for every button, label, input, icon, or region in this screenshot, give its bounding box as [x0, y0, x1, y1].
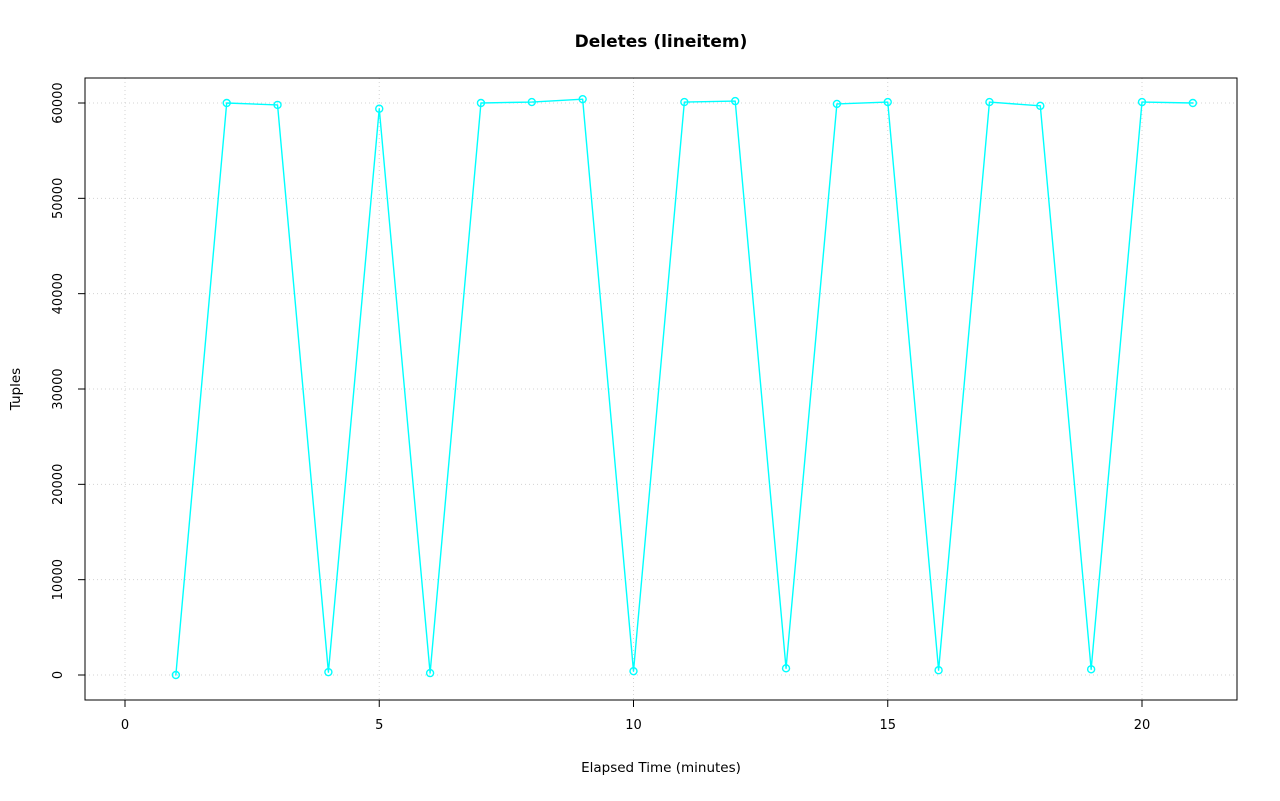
y-tick-label: 30000	[51, 368, 66, 409]
data-point-marker	[425, 668, 435, 678]
x-tick-label: 20	[1134, 718, 1151, 733]
data-point-marker	[273, 100, 282, 110]
x-axis-label: Elapsed Time (minutes)	[581, 760, 741, 776]
data-point-marker	[1086, 665, 1096, 674]
data-point-marker	[883, 97, 892, 107]
data-point-marker	[629, 666, 638, 676]
data-point-marker	[527, 97, 536, 107]
y-tick-label: 60000	[51, 82, 66, 123]
x-tick-label: 0	[121, 718, 129, 733]
y-tick-label: 20000	[51, 464, 66, 505]
y-tick-label: 40000	[51, 273, 66, 314]
x-tick-label: 15	[879, 718, 896, 733]
chart-title: Deletes (lineitem)	[575, 32, 748, 52]
data-point-marker	[375, 104, 384, 113]
data-point-marker	[222, 98, 231, 108]
data-point-marker	[578, 94, 587, 104]
chart-layers: 0 5 10 15 20 0 10000 20000 30000 40000 50000 60000	[51, 77, 1238, 733]
y-tick-label: 50000	[51, 178, 66, 219]
data-point-marker	[1137, 97, 1147, 107]
data-point-marker	[476, 98, 486, 108]
x-tick-label: 5	[375, 718, 383, 733]
y-tick-label: 10000	[51, 559, 66, 600]
data-point-marker	[1188, 98, 1198, 108]
data-point-marker	[680, 97, 689, 107]
data-point-marker	[934, 666, 943, 675]
data-point-marker	[1036, 101, 1045, 111]
data-point-marker	[324, 667, 333, 677]
data-point-marker	[171, 670, 181, 680]
y-tick-label: 0	[51, 671, 66, 679]
data-point-marker	[781, 664, 791, 673]
series-line	[175, 98, 1194, 676]
data-point-marker	[832, 99, 842, 109]
data-point-marker	[731, 96, 740, 106]
data-point-marker	[985, 97, 994, 107]
x-tick-label: 10	[625, 718, 642, 733]
y-axis-label: Tuples	[8, 368, 24, 411]
